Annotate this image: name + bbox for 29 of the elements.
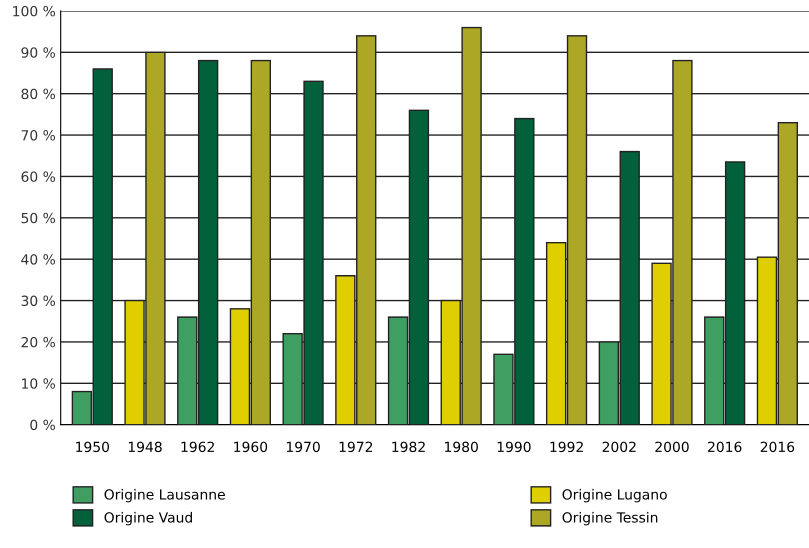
x-tick-label: 1992: [550, 442, 583, 452]
x-tick-label: 2002: [602, 442, 636, 452]
y-tick-label: 100 %: [13, 6, 56, 16]
y-tick-label: 90 %: [21, 47, 56, 58]
x-tick-label: 2016: [760, 442, 794, 452]
x-tick-label: 1970: [286, 442, 320, 452]
y-tick-label: 80 %: [21, 88, 56, 100]
legend-label: Origine Vaud: [104, 512, 192, 526]
x-tick-label: 2000: [655, 442, 689, 452]
x-tick-label: 1972: [340, 442, 372, 452]
y-tick-label: 20 %: [22, 336, 56, 348]
x-tick-label: 1990: [498, 442, 531, 452]
y-tick-label: 30 %: [22, 296, 56, 306]
x-tick-label: 1948: [128, 442, 162, 452]
x-tick-label: 1962: [182, 442, 214, 452]
legend-label: Origine Tessin: [562, 512, 658, 526]
x-tick-label: 1950: [76, 442, 110, 452]
y-tick-label: 0 %: [30, 420, 56, 430]
y-tick-label: 60 %: [22, 171, 56, 182]
legend-label: Origine Lugano: [562, 488, 667, 502]
x-tick-label: 1980: [445, 442, 478, 452]
x-tick-label: 1960: [234, 442, 268, 452]
x-tick-label: 2016: [708, 442, 742, 452]
y-tick-label: 10 %: [22, 378, 56, 389]
legend-label: Origine Lausanne: [104, 488, 225, 502]
y-tick-label: 70 %: [22, 130, 56, 141]
y-tick-label: 40 %: [21, 254, 56, 265]
y-tick-label: 50 %: [22, 212, 56, 224]
x-tick-label: 1982: [392, 442, 425, 452]
